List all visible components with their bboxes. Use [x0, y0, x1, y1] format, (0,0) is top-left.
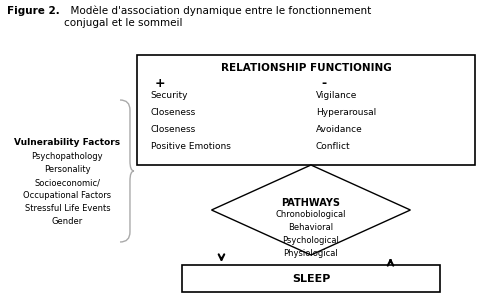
- Text: +: +: [155, 77, 166, 90]
- Text: Chronobiological: Chronobiological: [276, 210, 346, 219]
- Text: Positive Emotions: Positive Emotions: [151, 142, 231, 151]
- Text: Vulnerability Factors: Vulnerability Factors: [14, 138, 120, 147]
- Text: PATHWAYS: PATHWAYS: [281, 198, 340, 208]
- Text: Occupational Factors: Occupational Factors: [23, 191, 111, 200]
- Text: Vigilance: Vigilance: [316, 91, 357, 100]
- Text: Psychopathology: Psychopathology: [32, 152, 103, 161]
- Text: Closeness: Closeness: [151, 125, 196, 134]
- Text: Physiological: Physiological: [284, 249, 338, 258]
- Text: Closeness: Closeness: [151, 108, 196, 117]
- Text: Security: Security: [151, 91, 188, 100]
- Text: Avoidance: Avoidance: [316, 125, 363, 134]
- Text: Hyperarousal: Hyperarousal: [316, 108, 376, 117]
- Text: -: -: [321, 77, 326, 90]
- Text: Conflict: Conflict: [316, 142, 350, 151]
- Text: RELATIONSHIP FUNCTIONING: RELATIONSHIP FUNCTIONING: [221, 63, 391, 73]
- Text: Psychological: Psychological: [283, 236, 339, 245]
- Bar: [137, 55, 475, 165]
- Text: Behavioral: Behavioral: [288, 223, 334, 232]
- Bar: [181, 265, 440, 292]
- Polygon shape: [212, 165, 410, 255]
- Text: SLEEP: SLEEP: [292, 274, 330, 284]
- Text: Modèle d'association dynamique entre le fonctionnement
conjugal et le sommeil: Modèle d'association dynamique entre le …: [64, 6, 372, 28]
- Text: Personality: Personality: [44, 165, 91, 174]
- Text: Gender: Gender: [52, 217, 83, 226]
- Text: Socioeconomic/: Socioeconomic/: [35, 178, 100, 187]
- Text: Figure 2.: Figure 2.: [7, 6, 60, 16]
- Text: Stressful Life Events: Stressful Life Events: [24, 204, 110, 213]
